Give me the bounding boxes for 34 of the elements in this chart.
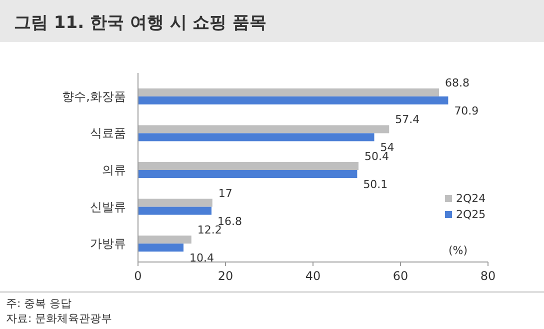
x-tick-label: 0 xyxy=(134,269,142,283)
x-tick-label: 60 xyxy=(392,269,408,283)
x-tick-label: 80 xyxy=(480,269,496,283)
y-tick-label: 식료품 xyxy=(90,126,126,140)
y-tick-label: 가방류 xyxy=(90,236,126,251)
data-label: 10.4 xyxy=(190,252,214,265)
bar xyxy=(138,96,448,104)
legend-label: 2Q24 xyxy=(456,192,486,205)
data-label: 50.1 xyxy=(363,178,388,191)
legend-label: 2Q25 xyxy=(456,208,486,221)
data-label: 68.8 xyxy=(445,76,470,90)
y-tick-label: 신발류 xyxy=(90,200,126,214)
bar xyxy=(138,162,358,170)
bar xyxy=(138,133,374,142)
text: 자료: 문화체육관광부 xyxy=(6,312,112,325)
data-label: 57.4 xyxy=(395,113,420,126)
chart-title: 그림 11. 한국 여행 시 쇼핑 품목 xyxy=(14,13,267,33)
bar xyxy=(138,88,439,96)
y-tick-label: 의류 xyxy=(102,163,126,177)
data-label: 12.2 xyxy=(197,224,222,237)
bar xyxy=(138,244,184,252)
bar xyxy=(138,198,212,207)
x-tick-label: 20 xyxy=(218,269,234,283)
bar xyxy=(138,125,390,134)
y-tick-label: 향수,화장품 xyxy=(62,89,126,104)
x-tick-label: 40 xyxy=(305,269,321,283)
data-label: 17 xyxy=(218,186,232,200)
data-label: 50.4 xyxy=(364,150,389,163)
text: 주: 중복 응답 xyxy=(6,297,72,310)
data-label: 70.9 xyxy=(454,104,479,118)
x-axis-title: (%) xyxy=(448,244,468,257)
bar xyxy=(138,236,192,244)
bar xyxy=(138,170,358,178)
bar xyxy=(138,206,212,215)
